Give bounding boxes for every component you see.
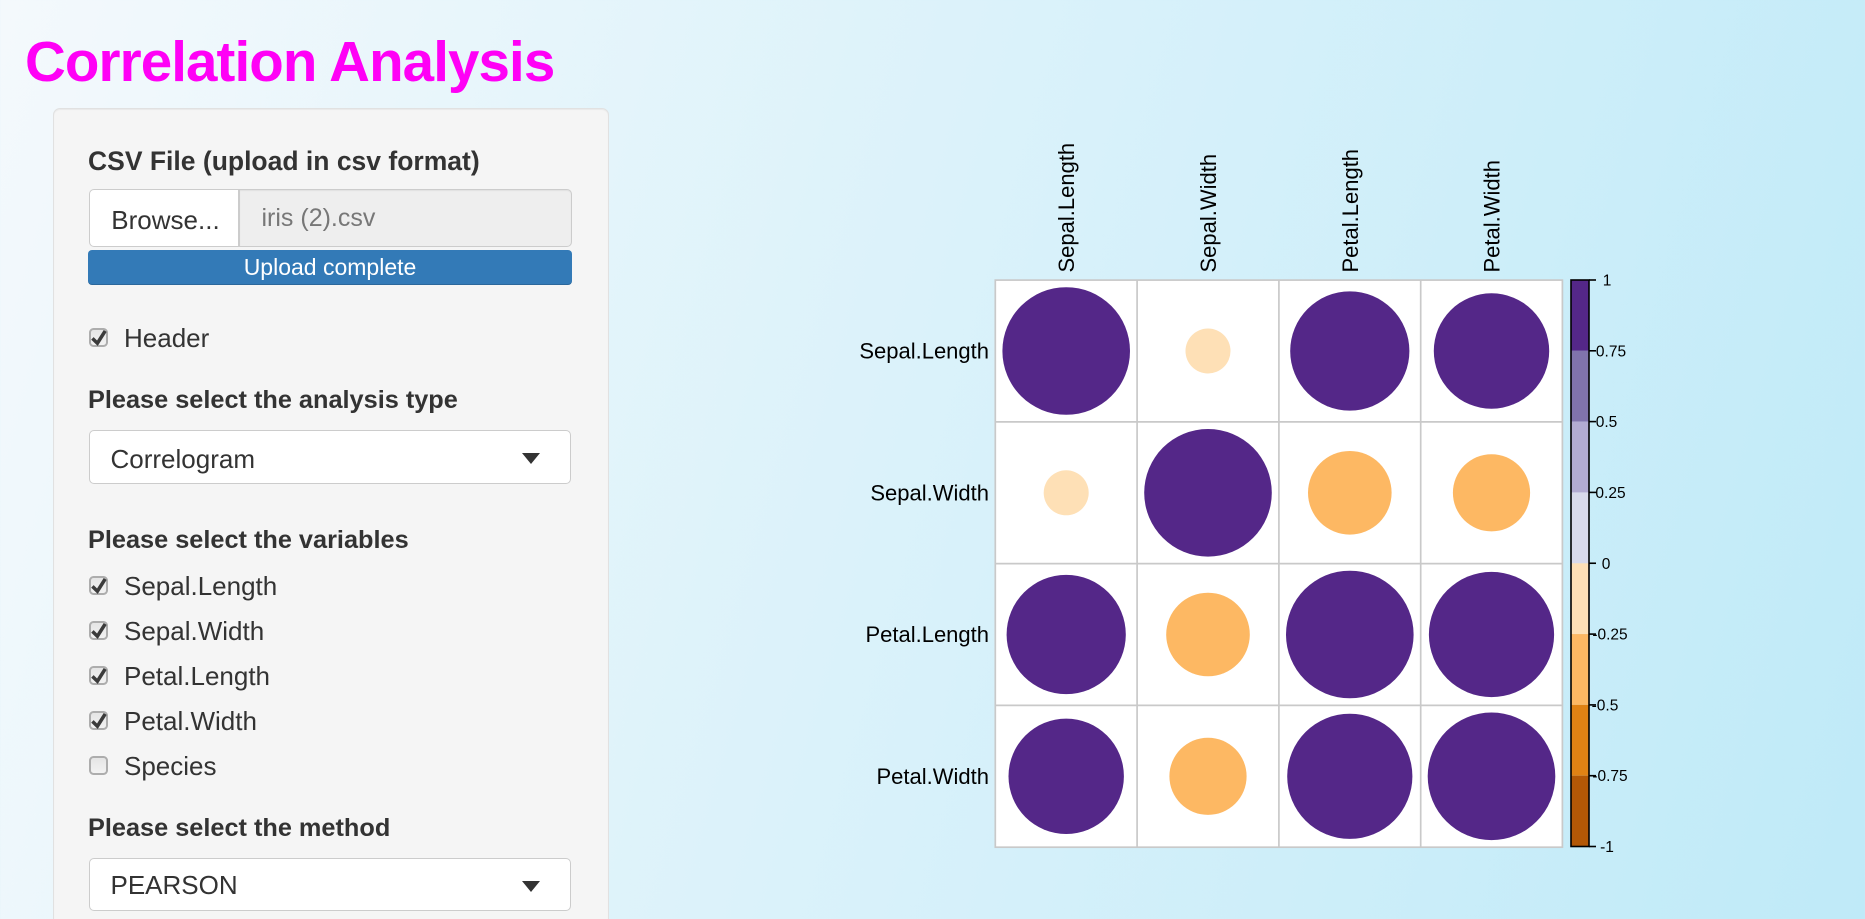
svg-text:0.25: 0.25	[1595, 485, 1625, 502]
svg-text:1: 1	[1603, 273, 1612, 290]
svg-text:0: 0	[1602, 556, 1611, 573]
svg-text:0.75: 0.75	[1596, 343, 1626, 360]
svg-text:0.5: 0.5	[1596, 414, 1618, 431]
svg-text:-0.5: -0.5	[1592, 697, 1619, 714]
svg-text:Petal.Width: Petal.Width	[1480, 160, 1505, 273]
svg-text:-0.75: -0.75	[1592, 768, 1627, 785]
svg-text:Sepal.Length: Sepal.Length	[859, 339, 989, 364]
svg-text:-1: -1	[1600, 839, 1614, 856]
svg-text:Petal.Length: Petal.Length	[865, 622, 989, 647]
svg-text:-0.25: -0.25	[1592, 627, 1627, 644]
svg-text:Petal.Width: Petal.Width	[877, 764, 990, 789]
svg-text:Petal.Length: Petal.Length	[1338, 149, 1363, 273]
svg-text:Sepal.Width: Sepal.Width	[1196, 154, 1221, 273]
svg-text:Sepal.Width: Sepal.Width	[870, 480, 989, 505]
svg-text:Sepal.Length: Sepal.Length	[1054, 143, 1079, 273]
